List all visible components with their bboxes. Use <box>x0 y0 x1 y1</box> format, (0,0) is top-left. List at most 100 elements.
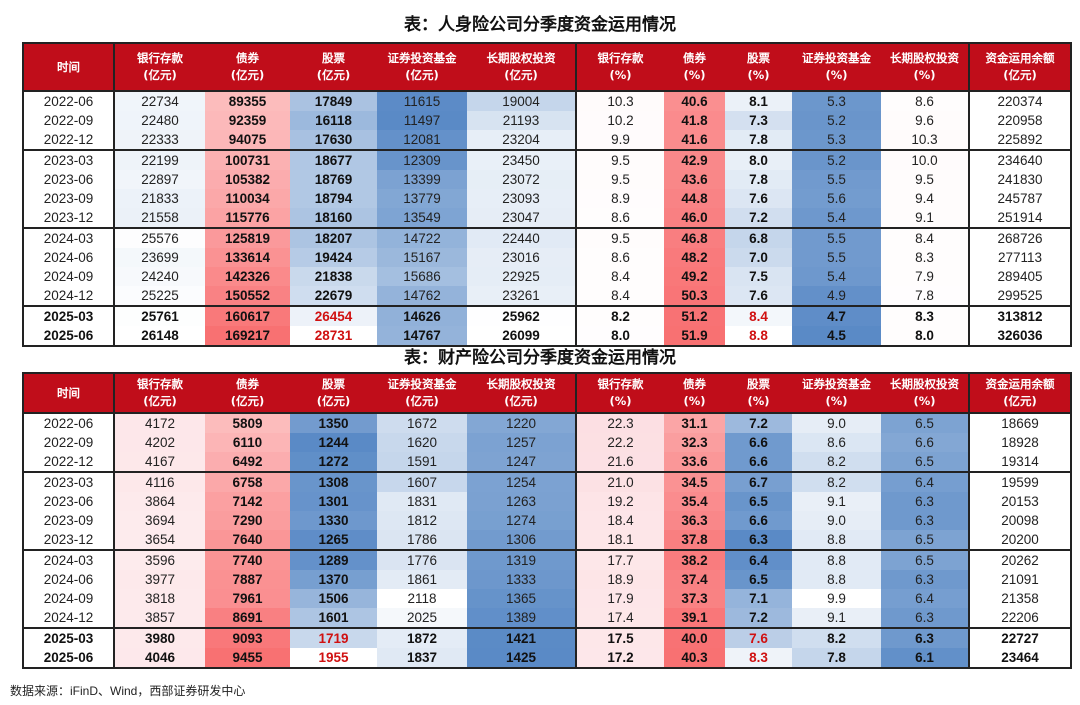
column-header: 银行存款 (亿元) <box>113 373 205 414</box>
header-label: 债券 <box>236 377 259 391</box>
value-cell: 1506 <box>290 589 377 608</box>
value-cell: 18160 <box>290 208 377 228</box>
value-cell: 8.8 <box>792 530 881 550</box>
value-cell: 7.6 <box>725 286 792 306</box>
value-cell: 2118 <box>377 589 467 608</box>
value-cell: 4202 <box>113 433 205 452</box>
header-label: 长期股权投资 <box>486 377 556 391</box>
value-cell: 3857 <box>113 608 205 628</box>
value-cell: 4.7 <box>792 305 881 326</box>
value-cell: 13779 <box>377 189 467 208</box>
value-cell: 8.8 <box>792 549 881 570</box>
value-cell: 1254 <box>467 471 576 492</box>
value-cell: 133614 <box>205 248 290 267</box>
value-cell: 1306 <box>467 530 576 550</box>
table-row: 2024-09 24240 142326 21838 15686 22925 8.4 49.2… <box>23 267 1071 286</box>
column-header: 时间 <box>23 373 114 414</box>
value-cell: 20200 <box>968 530 1071 550</box>
value-cell: 7142 <box>205 492 290 511</box>
value-cell: 17630 <box>290 130 377 150</box>
value-cell: 8.8 <box>725 326 792 346</box>
table-row: 2022-09 22480 92359 16118 11497 21193 10.2 41.8… <box>23 111 1071 130</box>
value-cell: 299525 <box>968 286 1071 306</box>
header-label: 银行存款 <box>597 51 644 65</box>
value-cell: 46.0 <box>664 208 725 228</box>
value-cell: 1425 <box>467 648 576 668</box>
value-cell: 22480 <box>113 111 205 130</box>
value-cell: 5.6 <box>792 189 881 208</box>
value-cell: 1365 <box>467 589 576 608</box>
value-cell: 8.2 <box>575 305 664 326</box>
value-cell: 18669 <box>968 413 1071 433</box>
value-cell: 20098 <box>968 511 1071 530</box>
value-cell: 20153 <box>968 492 1071 511</box>
header-label: 长期股权投资 <box>890 377 959 391</box>
column-header: 长期股权投资 (%) <box>881 43 969 92</box>
value-cell: 105382 <box>205 170 290 189</box>
value-cell: 42.9 <box>664 149 725 170</box>
value-cell: 3977 <box>113 570 205 589</box>
value-cell: 9455 <box>205 648 290 668</box>
value-cell: 5.2 <box>792 149 881 170</box>
value-cell: 1370 <box>290 570 377 589</box>
value-cell: 22925 <box>467 267 576 286</box>
column-header: 时间 <box>23 43 114 92</box>
value-cell: 9.0 <box>792 413 881 433</box>
value-cell: 1333 <box>467 570 576 589</box>
period-cell: 2024-09 <box>43 591 94 606</box>
table-row: 2025-03 3980 9093 1719 1872 1421 17.5 40.0 7.6 8.… <box>23 627 1071 648</box>
value-cell: 5.3 <box>792 91 881 111</box>
value-cell: 9.1 <box>792 492 881 511</box>
value-cell: 19314 <box>968 452 1071 472</box>
value-cell: 150552 <box>205 286 290 306</box>
header-unit: (亿元) <box>504 394 538 408</box>
value-cell: 11615 <box>377 91 467 111</box>
value-cell: 23464 <box>968 648 1071 668</box>
header-label: 时间 <box>57 59 80 74</box>
value-cell: 4167 <box>113 452 205 472</box>
column-header: 资金运用余额 (亿元) <box>968 43 1071 92</box>
value-cell: 22199 <box>113 149 205 170</box>
value-cell: 11497 <box>377 111 467 130</box>
value-cell: 18.1 <box>575 530 664 550</box>
table-row: 2022-06 22734 89355 17849 11615 19004 10.3 40.6… <box>23 91 1071 111</box>
value-cell: 1350 <box>290 413 377 433</box>
header-unit: (亿元) <box>405 394 439 408</box>
value-cell: 8.4 <box>725 305 792 326</box>
value-cell: 14762 <box>377 286 467 306</box>
value-cell: 41.8 <box>664 111 725 130</box>
header-unit: (%) <box>747 68 770 82</box>
value-cell: 15686 <box>377 267 467 286</box>
value-cell: 18.9 <box>575 570 664 589</box>
value-cell: 21358 <box>968 589 1071 608</box>
value-cell: 23047 <box>467 208 576 228</box>
value-cell: 17.2 <box>575 648 664 668</box>
table-row: 2024-06 3977 7887 1370 1861 1333 18.9 37.4 6.5 8.… <box>23 570 1071 589</box>
table-row: 2024-06 23699 133614 19424 15167 23016 8.6 48.2… <box>23 248 1071 267</box>
value-cell: 7.8 <box>725 170 792 189</box>
header-unit: (%) <box>913 394 936 408</box>
value-cell: 39.1 <box>664 608 725 628</box>
value-cell: 26099 <box>467 326 576 346</box>
life-insurance-table: 时间 银行存款 (亿元) 债券 (亿元) 股票 (亿元) 证券投资基金 (亿元) 长期股权投资 (亿… <box>22 42 1072 347</box>
column-header: 证券投资基金 (亿元) <box>377 373 467 414</box>
value-cell: 37.3 <box>664 589 725 608</box>
value-cell: 22897 <box>113 170 205 189</box>
column-header: 证券投资基金 (亿元) <box>377 43 467 92</box>
value-cell: 40.0 <box>664 627 725 648</box>
value-cell: 5.3 <box>792 130 881 150</box>
value-cell: 23450 <box>467 149 576 170</box>
value-cell: 5.5 <box>792 170 881 189</box>
table-row: 2022-09 4202 6110 1244 1620 1257 22.2 32.3 6.6 8.… <box>23 433 1071 452</box>
value-cell: 8.2 <box>792 452 881 472</box>
value-cell: 1812 <box>377 511 467 530</box>
value-cell: 7.5 <box>725 267 792 286</box>
value-cell: 12309 <box>377 149 467 170</box>
value-cell: 220958 <box>968 111 1071 130</box>
value-cell: 110034 <box>205 189 290 208</box>
header-label: 资金运用余额 <box>985 377 1055 391</box>
value-cell: 21558 <box>113 208 205 228</box>
value-cell: 92359 <box>205 111 290 130</box>
header-label: 时间 <box>57 385 80 400</box>
value-cell: 14767 <box>377 326 467 346</box>
